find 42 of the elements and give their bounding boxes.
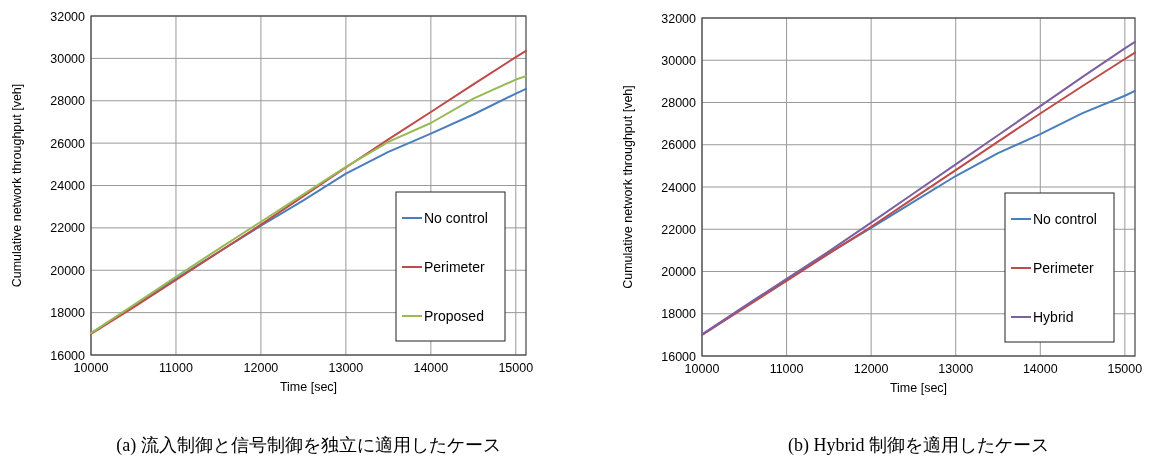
y-tick-label: 24000: [661, 180, 697, 195]
y-tick-label: 30000: [661, 53, 697, 68]
legend-label: No control: [424, 210, 488, 226]
y-tick-label: 26000: [50, 136, 86, 151]
x-tick-label: 14000: [413, 361, 449, 375]
y-tick-label: 16000: [661, 349, 697, 364]
x-tick-label: 11000: [159, 361, 193, 375]
y-tick-label: 20000: [661, 265, 697, 279]
x-tick-label: 12000: [853, 362, 889, 376]
x-axis-title: Time [sec]: [279, 380, 338, 394]
y-tick-label: 28000: [50, 94, 86, 109]
y-tick-label: 28000: [661, 96, 697, 110]
x-tick-label: 12000: [243, 361, 279, 375]
x-tick-label: 15000: [498, 361, 534, 375]
legend-label: Proposed: [424, 308, 484, 324]
y-tick-label: 32000: [661, 11, 697, 26]
legend-label: Perimeter: [424, 259, 486, 275]
y-tick-label: 26000: [661, 138, 697, 153]
y-tick-label: 18000: [661, 307, 697, 322]
x-tick-label: 10000: [684, 362, 720, 376]
y-tick-label: 22000: [50, 221, 86, 236]
y-tick-label: 32000: [50, 9, 86, 24]
text: (b) Hybrid 制御を適用したケース: [788, 435, 1049, 456]
text: (a) 流入制御と信号制御を独立に適用したケース: [116, 435, 501, 456]
legend-label: Perimeter: [1033, 260, 1095, 276]
y-axis-title: Cumulative network throughput [veh]: [10, 83, 24, 288]
x-axis-title: Time [sec]: [889, 381, 948, 395]
x-tick-label: 14000: [1022, 362, 1058, 376]
y-tick-label: 16000: [50, 348, 86, 363]
x-tick-label: 10000: [73, 361, 109, 375]
x-tick-label: 15000: [1107, 362, 1143, 376]
y-axis-title: Cumulative network throughput [veh]: [621, 85, 635, 289]
y-tick-label: 20000: [50, 263, 86, 278]
y-tick-label: 22000: [661, 222, 697, 237]
legend-label: Hybrid: [1033, 309, 1074, 325]
y-tick-label: 18000: [50, 306, 86, 321]
x-tick-label: 13000: [938, 362, 974, 376]
x-tick-label: 13000: [328, 361, 364, 375]
y-tick-label: 30000: [50, 51, 86, 66]
legend-label: No control: [1033, 211, 1097, 227]
y-tick-label: 24000: [50, 179, 86, 193]
x-tick-label: 11000: [769, 362, 804, 376]
